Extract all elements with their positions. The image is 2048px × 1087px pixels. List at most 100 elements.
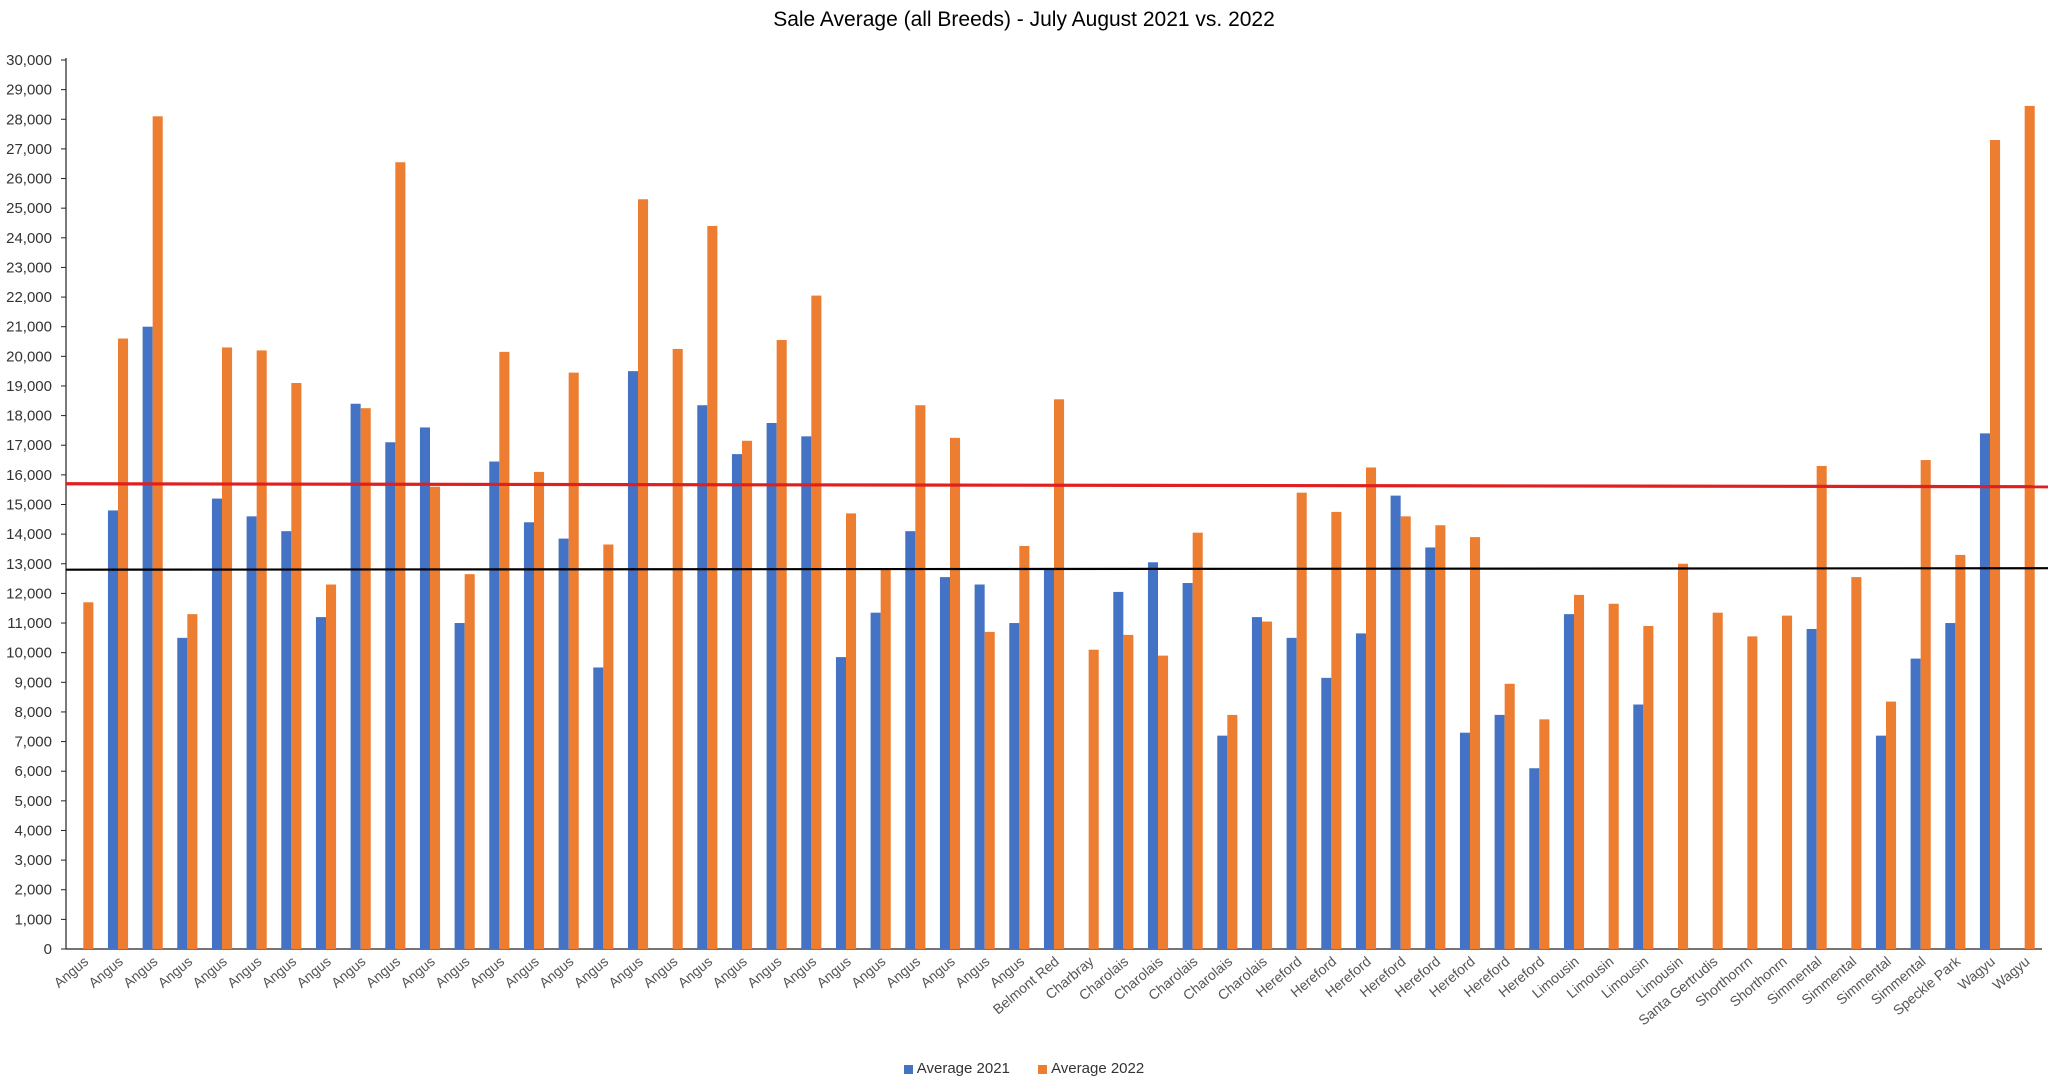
bar-2021 [1355, 633, 1366, 949]
bar-2022 [846, 513, 857, 949]
legend-label-2021: Average 2021 [916, 1060, 1010, 1077]
x-tick-label: Angus [536, 953, 577, 991]
bar-2021 [835, 657, 846, 949]
y-tick-label: 14,000 [6, 526, 52, 543]
bar-2021 [870, 612, 881, 949]
bar-2022 [1123, 634, 1134, 949]
bar-2022 [950, 437, 961, 949]
bar-2021 [1043, 569, 1054, 949]
bar-2022 [1504, 683, 1515, 949]
bar-2021 [593, 667, 604, 949]
legend-swatch-2021 [903, 1064, 913, 1074]
bar-2022 [118, 338, 129, 949]
bar-2021 [211, 498, 222, 949]
y-tick-label: 5,000 [14, 793, 52, 810]
bar-2022 [1262, 621, 1273, 949]
bar-2021 [558, 538, 569, 949]
bar-2022 [1296, 492, 1307, 949]
x-tick-label: Wagyu [1955, 953, 1998, 993]
legend-item-2022: Average 2022 [1038, 1060, 1144, 1077]
legend: Average 2021 Average 2022 [0, 1060, 2048, 1077]
bar-2022 [1539, 719, 1550, 949]
y-tick-label: 27,000 [6, 141, 52, 158]
y-tick-label: 19,000 [6, 378, 52, 395]
bar-2022 [1955, 554, 1966, 949]
bar-2021 [454, 623, 465, 949]
bar-2022 [1886, 701, 1897, 949]
chart-title: Sale Average (all Breeds) - July August … [773, 8, 1275, 31]
bar-2022 [1608, 603, 1619, 949]
bar-2022 [880, 568, 891, 949]
y-tick-label: 25,000 [6, 200, 52, 217]
bar-2022 [83, 602, 94, 949]
y-tick-label: 22,000 [6, 289, 52, 306]
x-tick-label: Angus [571, 953, 612, 991]
bar-2022 [603, 544, 614, 949]
bar-2021 [1494, 714, 1505, 949]
bar-2021 [315, 617, 326, 949]
bar-2022 [534, 471, 545, 949]
bar-2022 [1400, 516, 1411, 949]
x-tick-label: Angus [189, 953, 230, 991]
legend-item-2021: Average 2021 [903, 1060, 1010, 1077]
bar-2022 [1990, 140, 2001, 949]
x-tick-label: Angus [363, 953, 404, 991]
bar-2021 [939, 577, 950, 949]
y-tick-label: 0 [44, 941, 52, 958]
x-tick-labels: AngusAngusAngusAngusAngusAngusAngusAngus… [51, 952, 2033, 1028]
bar-2021 [1425, 547, 1436, 949]
bar-2022 [222, 347, 233, 949]
bar-2021 [1286, 637, 1297, 949]
bar-2021 [731, 454, 742, 949]
y-tick-label: 11,000 [7, 615, 52, 632]
bar-2022 [1643, 626, 1654, 949]
bar-2021 [1806, 628, 1817, 949]
bar-2022 [1712, 612, 1723, 949]
bar-2021 [1009, 623, 1020, 949]
y-tick-label: 4,000 [14, 822, 52, 839]
bar-2021 [246, 516, 257, 949]
y-tick-label: 15,000 [6, 497, 52, 514]
bar-2022 [256, 350, 267, 949]
x-tick-label: Angus [120, 953, 161, 991]
y-tick-label: 8,000 [14, 704, 52, 721]
y-tick-label: 9,000 [14, 674, 52, 691]
bar-2022 [707, 225, 718, 949]
bar-2022 [360, 408, 371, 949]
bar-2022 [1088, 649, 1099, 949]
bar-2021 [1979, 433, 1990, 949]
x-tick-label: Angus [709, 953, 750, 991]
y-tick-labels: 0 1,000 2,000 3,000 4,000 5,000 6,000 7,000 8,00… [6, 52, 66, 958]
bar-2022 [638, 199, 649, 949]
bar-2022 [915, 405, 926, 950]
y-tick-label: 1,000 [14, 911, 52, 928]
y-tick-label: 30,000 [6, 52, 52, 69]
bar-2022 [1019, 545, 1030, 949]
bar-2022 [672, 348, 683, 949]
bar-2021 [1875, 735, 1886, 949]
bar-2022 [326, 584, 337, 949]
bar-2022 [1227, 714, 1238, 949]
bar-2022 [1851, 577, 1862, 949]
bar-2021 [385, 442, 396, 949]
bar-2021 [766, 423, 777, 949]
x-tick-label: Angus [813, 953, 854, 991]
bar-2022 [187, 614, 198, 949]
bar-2022 [984, 631, 995, 949]
x-tick-label: Angus [259, 953, 300, 991]
bar-2021 [1945, 623, 1956, 949]
x-tick-label: Angus [779, 953, 820, 991]
bar-2022 [1192, 532, 1203, 949]
bar-2022 [1678, 563, 1689, 949]
y-tick-label: 16,000 [6, 467, 52, 484]
bar-2021 [107, 510, 118, 949]
bar-2022 [1366, 467, 1377, 949]
x-tick-label: Angus [640, 953, 681, 991]
x-tick-label: Angus [744, 953, 785, 991]
bar-2022 [1574, 594, 1585, 949]
bar-2021 [489, 461, 500, 949]
bar-2022 [2024, 105, 2035, 950]
bar-2021 [1633, 704, 1644, 949]
x-tick-label: Angus [848, 953, 889, 991]
